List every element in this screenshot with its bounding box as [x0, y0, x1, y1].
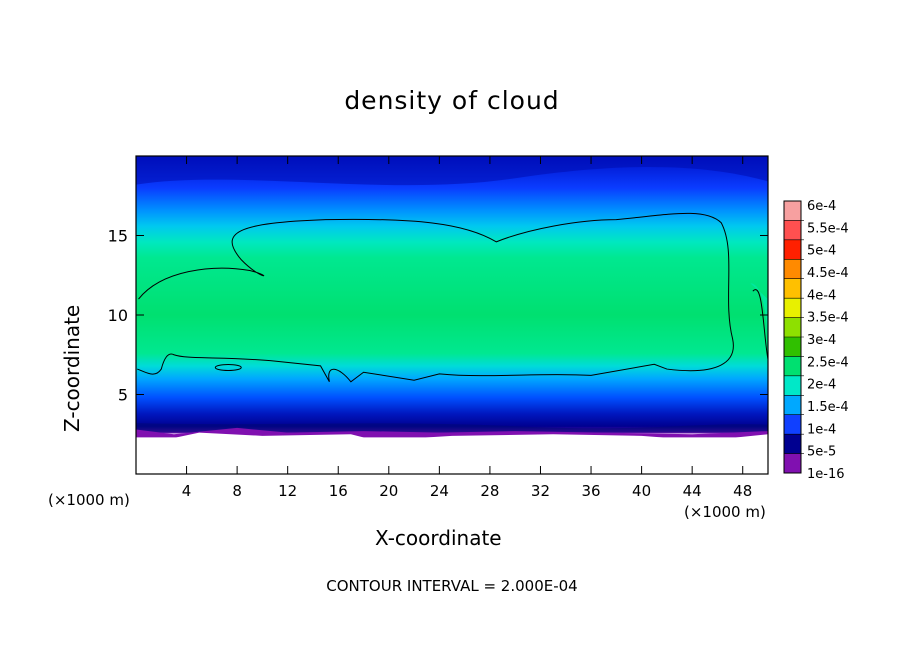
- lower-dense-band: [136, 423, 768, 433]
- colorbar-swatch: [784, 278, 801, 299]
- x-tick-label: 12: [278, 482, 297, 500]
- colorbar-swatch: [784, 317, 801, 338]
- trace-fringe: [136, 427, 768, 438]
- contour-islet: [214, 363, 242, 371]
- colorbar-swatch: [784, 356, 801, 377]
- y-axis: 5 10 15: [108, 227, 768, 405]
- chart-title: density of cloud: [344, 86, 560, 115]
- x-tick-label: 16: [329, 482, 348, 500]
- x-tick-label: 48: [733, 482, 752, 500]
- no-cloud-region: [136, 432, 768, 474]
- colorbar-swatch: [784, 375, 801, 396]
- x-axis-label: X-coordinate: [375, 526, 502, 550]
- colorbar-swatch: [784, 337, 801, 357]
- y-axis-label: Z-coordinate: [60, 304, 84, 432]
- x-axis: 4 8 12 16 20 24 28 32 36 40 44 48: [182, 156, 752, 500]
- colorbar: 6e-4 5.5e-4 5e-4 4.5e-4 4e-4 3.5e-4 3e-4 2.5e-4…: [783, 199, 849, 482]
- x-tick-label: 40: [632, 482, 651, 500]
- x-tick-label: 44: [683, 482, 702, 500]
- x-unit-label-right: (×1000 m): [684, 503, 766, 521]
- colorbar-label: 5e-4: [807, 244, 836, 259]
- colorbar-label: 5.5e-4: [807, 221, 849, 236]
- right-lobe: [750, 283, 768, 363]
- x-tick-label: 8: [232, 482, 242, 500]
- x-tick-label: 36: [581, 482, 600, 500]
- colorbar-swatch: [784, 220, 801, 241]
- x-tick-label: 32: [531, 482, 550, 500]
- colorbar-label: 1e-4: [807, 422, 836, 437]
- colorbar-swatch: [784, 453, 801, 474]
- colorbar-swatch: [784, 239, 801, 260]
- y-tick-label: 15: [108, 227, 128, 246]
- y-tick-label: 5: [118, 386, 128, 405]
- colorbar-swatch: [784, 259, 801, 280]
- colorbar-label: 4.5e-4: [807, 266, 849, 281]
- colorbar-label: 1e-16: [807, 467, 845, 482]
- colorbar-label: 2e-4: [807, 378, 836, 393]
- colorbar-label: 4e-4: [807, 288, 836, 303]
- contour-layer: [137, 212, 768, 383]
- colorbar-swatch: [784, 395, 801, 416]
- x-tick-label: 4: [182, 482, 192, 500]
- x-tick-label: 24: [430, 482, 449, 500]
- colorbar-label: 3e-4: [807, 333, 836, 348]
- y-tick-label: 10: [108, 306, 128, 325]
- colorbar-label: 2.5e-4: [807, 355, 849, 370]
- upper-low-density-band: [136, 156, 768, 186]
- colorbar-swatch: [784, 414, 801, 435]
- field-background: [136, 156, 768, 474]
- colorbar-swatch: [784, 434, 801, 455]
- field-heatmap: [136, 156, 768, 474]
- colorbar-label: 1.5e-4: [807, 400, 849, 415]
- colorbar-swatch: [784, 201, 801, 221]
- colorbar-label: 3.5e-4: [807, 311, 849, 326]
- contour-line-right: [752, 289, 768, 360]
- x-tick-label: 28: [480, 482, 499, 500]
- x-unit-label-left: (×1000 m): [48, 491, 130, 509]
- colorbar-label: 6e-4: [807, 199, 836, 214]
- colorbar-swatch: [784, 298, 801, 319]
- contour-interval-note: CONTOUR INTERVAL = 2.000E-04: [326, 577, 578, 595]
- contour-line: [137, 212, 734, 383]
- x-tick-label: 20: [379, 482, 398, 500]
- colorbar-label: 5e-5: [807, 445, 836, 460]
